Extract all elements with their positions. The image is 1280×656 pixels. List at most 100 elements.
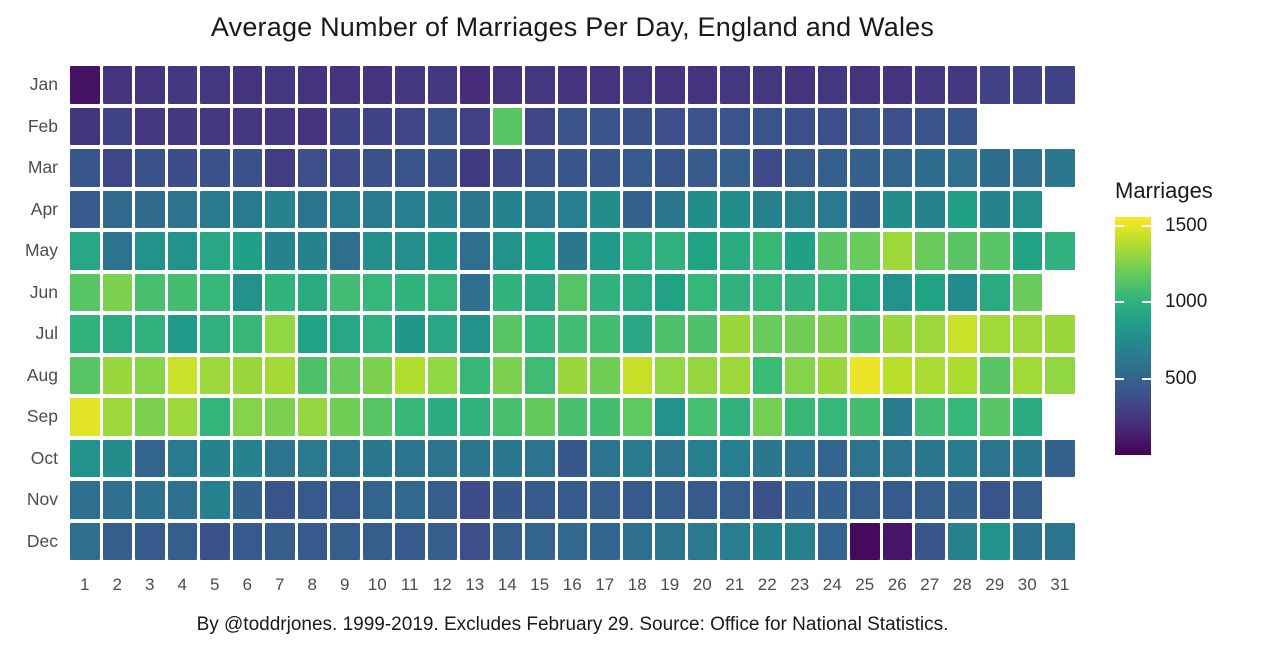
- heatmap-cell: [1045, 66, 1075, 104]
- heatmap-cell: [817, 356, 847, 394]
- heatmap-cell: [785, 481, 815, 519]
- heatmap-cell: [655, 232, 685, 270]
- heatmap-cell: [265, 439, 295, 477]
- heatmap-cell: [70, 273, 100, 311]
- x-axis-label-day-19: 19: [660, 575, 680, 594]
- heatmap-cell: [687, 356, 717, 394]
- heatmap-cell: [427, 107, 457, 145]
- heatmap-cell: [947, 232, 977, 270]
- heatmap-cell: [460, 522, 490, 560]
- heatmap-cell: [167, 356, 197, 394]
- heatmap-cell: [525, 481, 555, 519]
- heatmap-cell: [655, 273, 685, 311]
- caption: By @toddrjones. 1999-2019. Excludes Febr…: [196, 614, 949, 635]
- x-axis-label-day-4: 4: [177, 575, 187, 594]
- heatmap-cell: [850, 190, 880, 228]
- heatmap-cell: [1012, 273, 1042, 311]
- x-axis-label-day-28: 28: [952, 575, 972, 594]
- heatmap-cell: [297, 66, 327, 104]
- heatmap-cell: [817, 481, 847, 519]
- x-axis-label-day-30: 30: [1017, 575, 1037, 594]
- heatmap-cell: [590, 190, 620, 228]
- heatmap-cell: [362, 273, 392, 311]
- heatmap-cell: [882, 481, 912, 519]
- heatmap-cell: [915, 481, 945, 519]
- heatmap-cell: [590, 356, 620, 394]
- heatmap-cell: [525, 66, 555, 104]
- y-axis-label-dec: Dec: [26, 530, 58, 551]
- heatmap-cell-empty: [1045, 398, 1075, 436]
- heatmap-cell: [297, 107, 327, 145]
- heatmap-cell: [557, 232, 587, 270]
- heatmap-cell: [785, 66, 815, 104]
- heatmap-cell: [622, 232, 652, 270]
- y-axis-label-nov: Nov: [26, 489, 58, 509]
- heatmap-cell: [297, 190, 327, 228]
- heatmap-cell: [492, 232, 522, 270]
- x-axis-label-day-20: 20: [692, 575, 712, 594]
- heatmap-cell: [915, 356, 945, 394]
- heatmap-cell-empty: [1013, 108, 1043, 146]
- heatmap-cell: [525, 315, 555, 353]
- heatmap-cell: [135, 107, 165, 145]
- heatmap-cell: [70, 149, 100, 187]
- heatmap-cell-empty: [1045, 274, 1075, 312]
- heatmap-cell: [687, 315, 717, 353]
- heatmap-cell: [622, 66, 652, 104]
- heatmap-cell: [720, 439, 750, 477]
- heatmap-cell: [232, 439, 262, 477]
- heatmap-cell: [232, 66, 262, 104]
- heatmap-cell: [752, 66, 782, 104]
- heatmap-cell: [557, 522, 587, 560]
- heatmap-cell: [720, 398, 750, 436]
- heatmap-cell: [330, 273, 360, 311]
- legend-colorbar: [1115, 217, 1151, 455]
- x-axis-label-day-3: 3: [145, 575, 155, 594]
- heatmap-cell: [362, 356, 392, 394]
- x-axis-label-day-11: 11: [400, 575, 419, 594]
- heatmap-cell: [362, 481, 392, 519]
- heatmap-cell: [850, 273, 880, 311]
- heatmap-cell: [460, 439, 490, 477]
- heatmap-cell: [622, 315, 652, 353]
- heatmap-cell: [752, 356, 782, 394]
- heatmap-cell: [362, 439, 392, 477]
- heatmap-cell: [330, 481, 360, 519]
- heatmap-cell: [135, 439, 165, 477]
- heatmap-cell: [362, 398, 392, 436]
- heatmap-cell: [752, 190, 782, 228]
- heatmap-cell: [492, 398, 522, 436]
- heatmap-cell: [720, 232, 750, 270]
- heatmap-cell: [557, 356, 587, 394]
- heatmap-cell: [850, 149, 880, 187]
- heatmap-cell: [590, 315, 620, 353]
- heatmap-cell: [785, 315, 815, 353]
- heatmap-cell: [265, 232, 295, 270]
- heatmap-cell: [135, 356, 165, 394]
- heatmap-cell: [427, 481, 457, 519]
- y-axis-label-mar: Mar: [27, 157, 58, 177]
- heatmap-cell: [102, 149, 132, 187]
- heatmap-cell: [655, 522, 685, 560]
- heatmap-cell: [460, 149, 490, 187]
- heatmap-cell: [882, 66, 912, 104]
- heatmap-cell: [297, 481, 327, 519]
- heatmap-cell: [915, 273, 945, 311]
- x-axis-label-day-15: 15: [530, 575, 550, 594]
- y-axis-label-aug: Aug: [26, 364, 58, 385]
- heatmap-cell: [720, 481, 750, 519]
- heatmap-cell: [525, 149, 555, 187]
- heatmap-cell: [330, 356, 360, 394]
- heatmap-cell: [752, 481, 782, 519]
- heatmap-cell: [590, 522, 620, 560]
- heatmap-cell-empty: [980, 108, 1010, 146]
- x-axis-label-day-12: 12: [432, 575, 452, 594]
- x-axis-label-day-2: 2: [112, 575, 122, 594]
- heatmap-cell: [395, 107, 425, 145]
- heatmap-cell: [265, 107, 295, 145]
- heatmap-cell: [947, 398, 977, 436]
- heatmap-cell: [297, 398, 327, 436]
- heatmap-cell: [980, 315, 1010, 353]
- heatmap-cell: [1012, 315, 1042, 353]
- heatmap-cell: [427, 356, 457, 394]
